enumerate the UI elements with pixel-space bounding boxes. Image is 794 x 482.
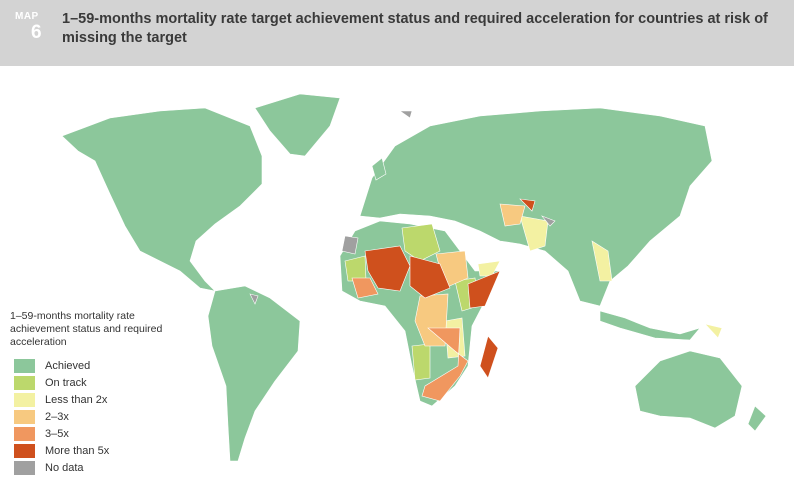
- legend-label: More than 5x: [45, 444, 110, 457]
- legend-label: Less than 2x: [45, 393, 108, 406]
- world-map: [61, 93, 767, 462]
- legend-label: No data: [45, 461, 84, 474]
- legend-item: More than 5x: [10, 442, 210, 459]
- legend: 1–59-months mortality rate achievement s…: [10, 310, 210, 476]
- legend-swatch: [14, 443, 35, 458]
- region-3-5x: [351, 277, 469, 402]
- region-no-data: [249, 110, 556, 305]
- legend-swatch: [14, 460, 35, 475]
- legend-item: Less than 2x: [10, 391, 210, 408]
- header: MAP 6 1–59-months mortality rate target …: [0, 0, 794, 66]
- legend-swatch: [14, 409, 35, 424]
- indonesia: [599, 310, 701, 341]
- legend-title: 1–59-months mortality rate achievement s…: [10, 310, 163, 348]
- north-america: [61, 107, 263, 292]
- legend-swatch: [14, 426, 35, 441]
- legend-item: Achieved: [10, 357, 210, 374]
- south-america: [207, 285, 301, 462]
- map-number: 6: [31, 22, 42, 43]
- australia: [634, 350, 743, 429]
- eurasia: [359, 107, 713, 307]
- legend-items: Achieved On track Less than 2x 2–3x 3–5x More…: [10, 357, 210, 476]
- legend-swatch: [14, 375, 35, 390]
- legend-label: On track: [45, 376, 87, 389]
- legend-label: 3–5x: [45, 427, 69, 440]
- legend-swatch: [14, 358, 35, 373]
- region-more-than-5x: [364, 198, 536, 379]
- map-label: MAP: [15, 11, 39, 22]
- legend-item: 2–3x: [10, 408, 210, 425]
- greenland: [254, 93, 341, 157]
- legend-item: On track: [10, 374, 210, 391]
- legend-swatch: [14, 392, 35, 407]
- new-zealand: [747, 405, 767, 432]
- legend-label: 2–3x: [45, 410, 69, 423]
- legend-item: 3–5x: [10, 425, 210, 442]
- legend-label: Achieved: [45, 359, 91, 372]
- uk: [371, 157, 387, 181]
- legend-item: No data: [10, 459, 210, 476]
- map-title: 1–59-months mortality rate target achiev…: [62, 11, 768, 46]
